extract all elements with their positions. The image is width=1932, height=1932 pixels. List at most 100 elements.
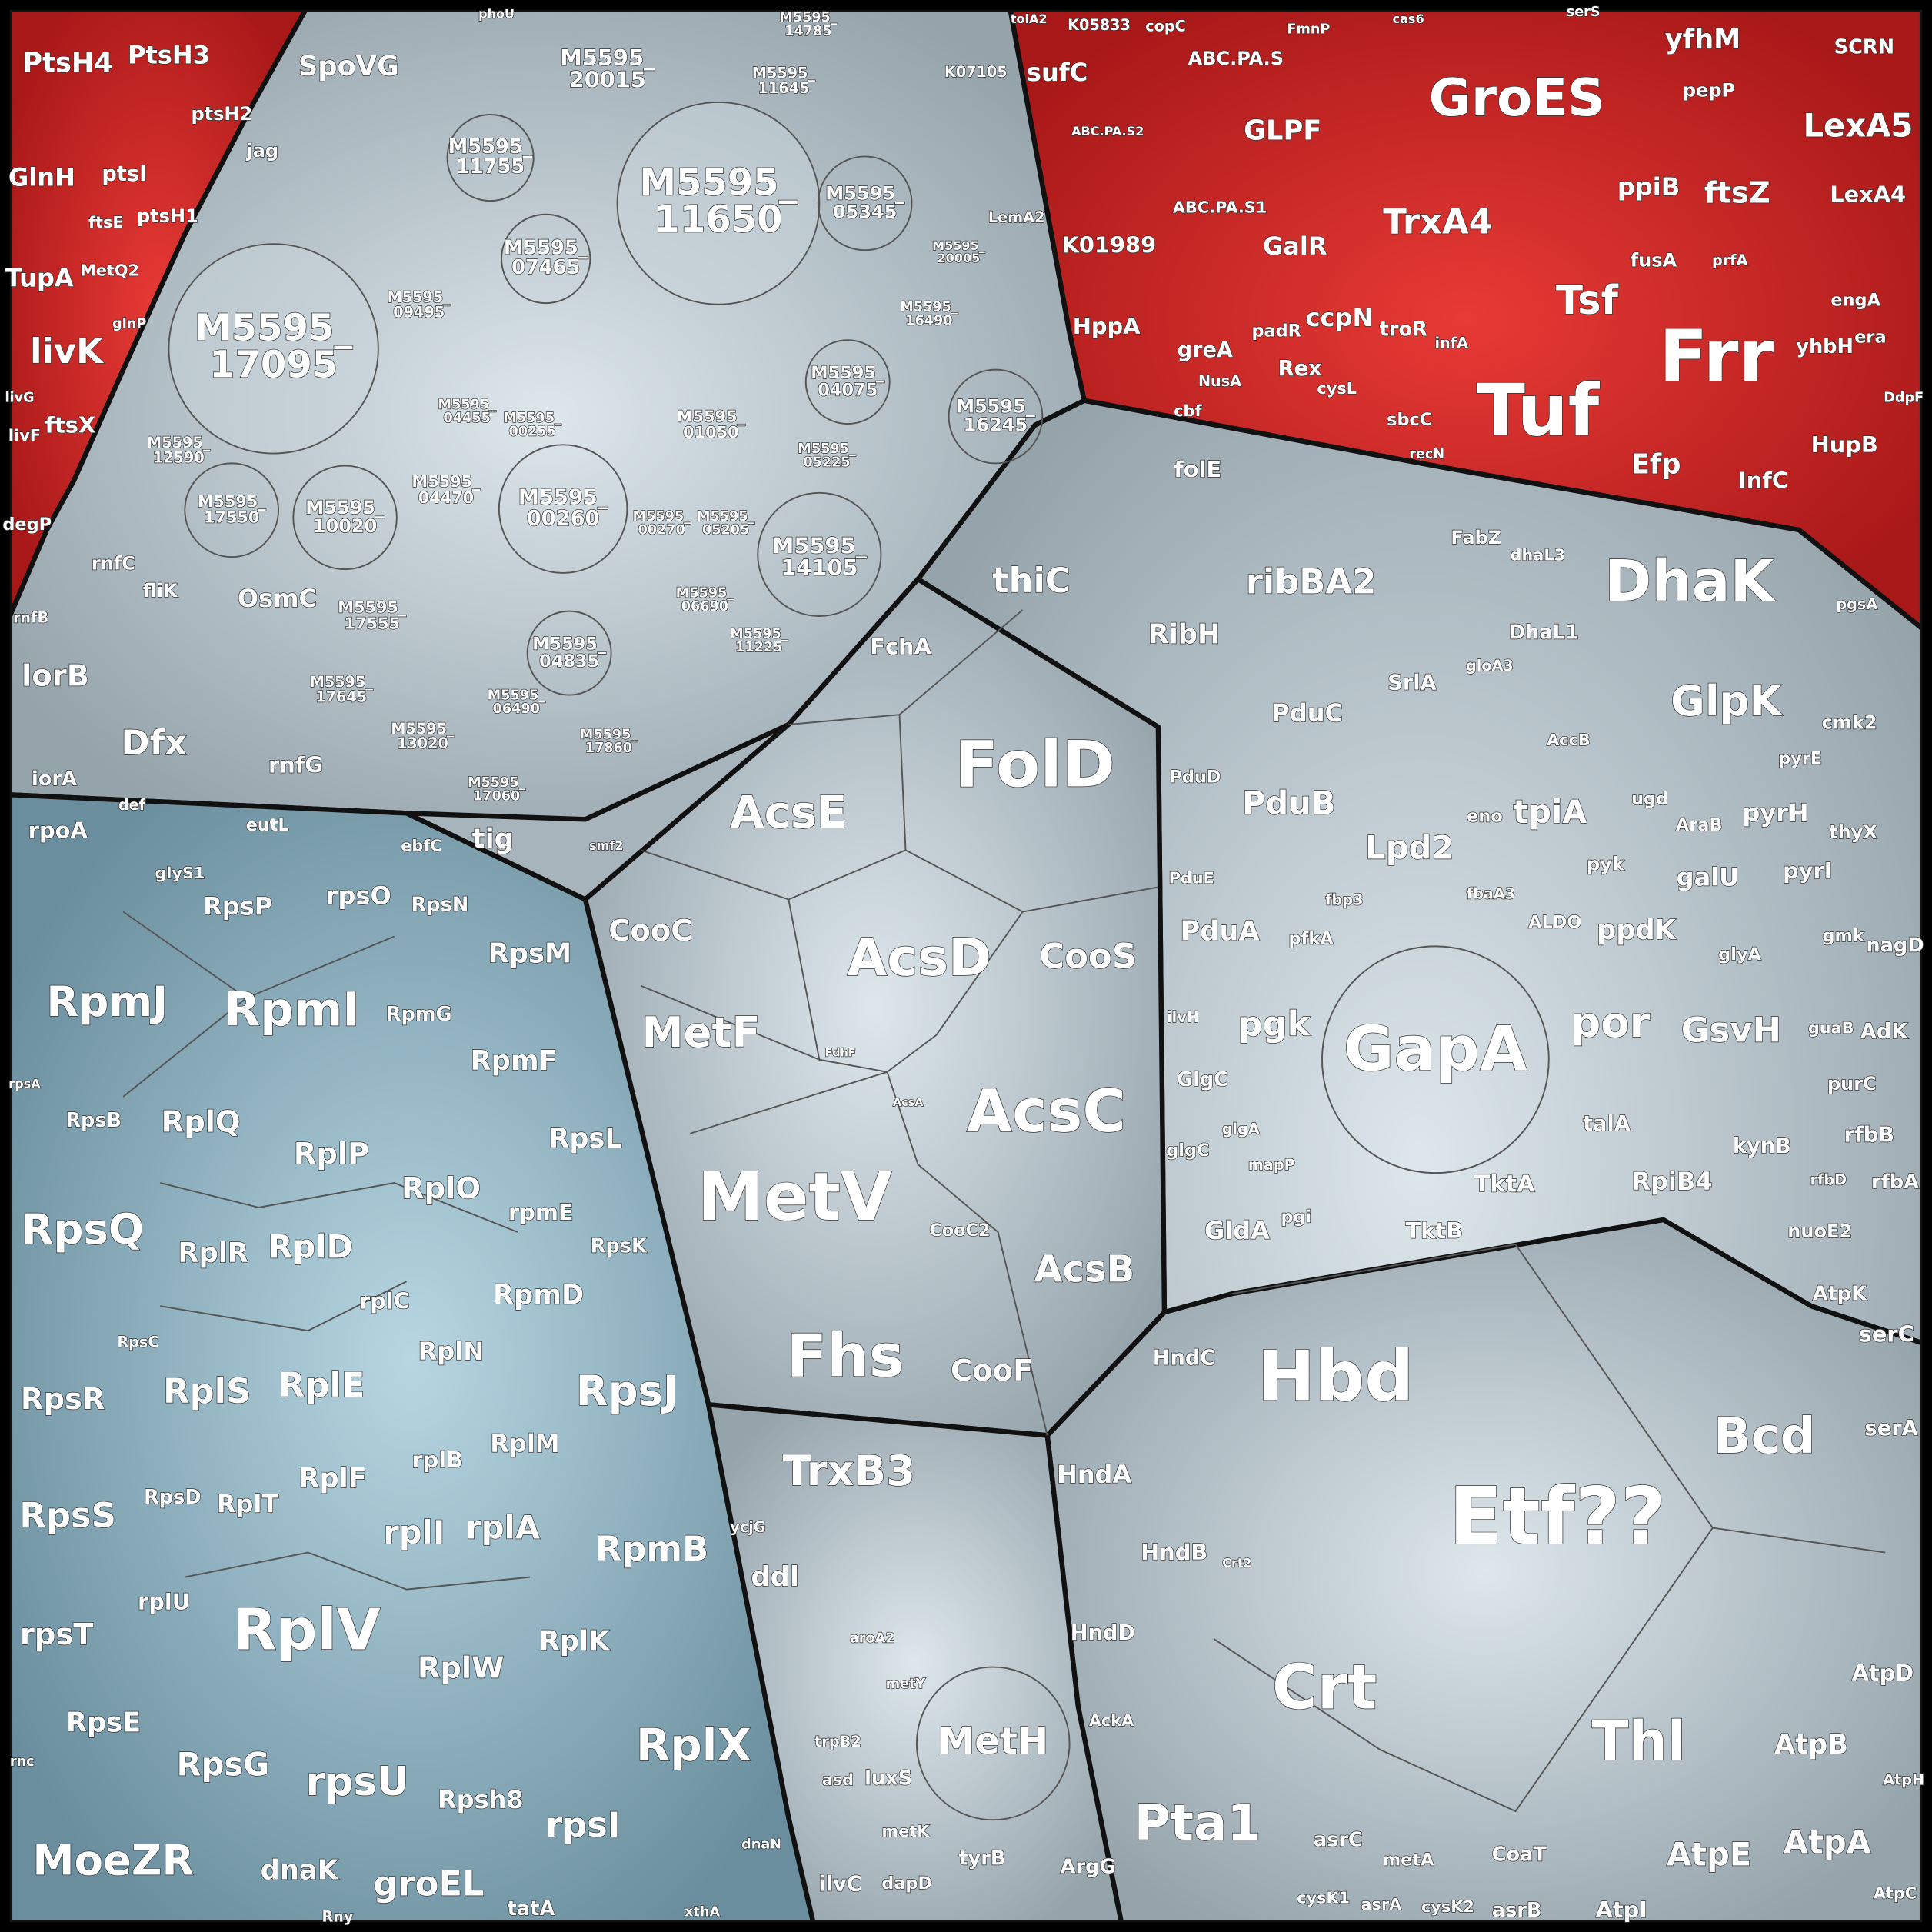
cell-label: MetQ2 — [80, 261, 139, 279]
cell-label: livG — [5, 390, 35, 405]
cell-label: 06690 — [681, 599, 728, 615]
cell-label: CooC2 — [929, 1221, 990, 1241]
cell-label: 12590 — [153, 448, 205, 466]
cell-label: M5595_ — [956, 395, 1036, 417]
cell-label: copC — [1145, 18, 1185, 35]
cell-label: 00255 — [508, 425, 555, 440]
cell-label: M5595_ — [195, 306, 354, 349]
cell-label: RplM — [490, 1429, 559, 1458]
cell-label: rpsU — [306, 1759, 409, 1805]
cell-label: fusA — [1631, 250, 1677, 271]
cell-label: iorA — [32, 768, 77, 791]
cell-label: rpoA — [28, 817, 88, 843]
cell-label: asd — [822, 1770, 854, 1789]
cell-label: tatA — [508, 1897, 555, 1920]
cell-label: Hbd — [1257, 1337, 1414, 1417]
cell-label: rfbA — [1871, 1171, 1919, 1194]
cell-label: serS — [1567, 5, 1601, 20]
cell-label: M5595_ — [503, 411, 561, 426]
cell-label: PtsH4 — [22, 47, 113, 78]
cell-label: 00270 — [638, 523, 685, 538]
cell-label: sufC — [1027, 58, 1088, 87]
cell-label: RpsE — [66, 1707, 141, 1738]
cell-label: 11645 — [758, 79, 809, 97]
cell-label: K01989 — [1062, 232, 1157, 258]
cell-label: fliK — [143, 580, 178, 601]
cell-label: gmk — [1823, 926, 1865, 946]
cell-label: 04075 — [818, 380, 878, 400]
cell-label: SrlA — [1387, 671, 1436, 695]
cell-label: M5595_ — [388, 288, 451, 306]
cell-label: trpB2 — [814, 1733, 861, 1750]
cell-label: Rny — [321, 1907, 353, 1925]
cell-label: M5595_ — [580, 728, 638, 743]
cell-label: cbf — [1174, 401, 1202, 420]
cell-label: PduC — [1271, 698, 1343, 728]
cell-label: Bcd — [1714, 1408, 1816, 1465]
cell-label: 13020 — [397, 734, 448, 752]
cell-label: rplU — [138, 1588, 190, 1614]
cell-label: M5595_ — [468, 775, 526, 791]
cell-label: tolA2 — [1011, 12, 1048, 26]
cell-label: M5595_ — [772, 532, 868, 558]
cell-label: aroA2 — [850, 1631, 895, 1647]
cell-label: M5595_ — [676, 585, 734, 601]
cell-label: 11755 — [456, 155, 525, 178]
cell-label: ycjG — [730, 1518, 765, 1536]
cell-label: rpsT — [20, 1617, 94, 1652]
cell-label: lorB — [22, 659, 89, 694]
cell-label: AtpI — [1596, 1897, 1647, 1923]
cell-label: rnc — [10, 1754, 35, 1770]
cell-label: 14105 — [781, 555, 858, 581]
cell-label: AtpH — [1883, 1770, 1924, 1788]
cell-label: ilvC — [818, 1873, 861, 1897]
cell-label: HndD — [1071, 1621, 1135, 1645]
cell-label: fbp3 — [1325, 891, 1363, 909]
cell-label: RplP — [294, 1137, 369, 1171]
cell-label: ABC.PA.S — [1188, 48, 1284, 69]
cell-label: FchA — [870, 634, 931, 660]
cell-label: FolD — [954, 728, 1114, 802]
cell-label: RpsC — [117, 1334, 158, 1351]
cell-label: pgsA — [1836, 595, 1877, 613]
cell-label: ilvH — [1167, 1008, 1199, 1026]
cell-label: RpmD — [493, 1279, 584, 1311]
cell-label: rnfB — [13, 609, 48, 627]
cell-label: M5595_ — [518, 486, 608, 510]
cell-label: GalR — [1263, 232, 1327, 261]
cell-label: 05225 — [803, 455, 850, 471]
cell-label: M5595_ — [305, 497, 385, 518]
cell-label: eno — [1467, 807, 1503, 827]
cell-label: AckA — [1089, 1711, 1134, 1730]
cell-label: RpsN — [411, 894, 469, 917]
cell-label: MetF — [641, 1008, 760, 1057]
cell-label: engA — [1830, 290, 1880, 310]
cell-label: 20015 — [569, 67, 646, 93]
cell-label: rplI — [383, 1514, 445, 1551]
cell-label: AtpB — [1774, 1729, 1848, 1760]
cell-label: ccpN — [1306, 303, 1374, 332]
cell-label: RplD — [268, 1227, 353, 1265]
cell-label: RpsG — [177, 1745, 270, 1783]
cell-label: M5595_ — [677, 407, 746, 425]
cell-label: ppiB — [1617, 172, 1680, 202]
cell-label: SCRN — [1834, 35, 1894, 58]
cell-label: metK — [882, 1822, 931, 1840]
cell-label: thiC — [992, 560, 1071, 601]
cell-label: ftsZ — [1704, 176, 1770, 211]
cell-label: 17860 — [585, 741, 632, 756]
cell-label: cysK1 — [1297, 1889, 1350, 1907]
cell-label: M5595_ — [310, 673, 374, 691]
cell-label: MetH — [938, 1720, 1048, 1763]
cell-label: AcsE — [730, 786, 848, 838]
cell-outlines — [122, 102, 1886, 1821]
cell-label: yfhM — [1665, 24, 1740, 55]
cell-label: M5595_ — [338, 598, 407, 617]
cell-label: rfbD — [1810, 1171, 1847, 1188]
cell-label: eutL — [246, 815, 289, 835]
cell-label: dhaL3 — [1511, 546, 1566, 565]
cell-label: HppA — [1073, 313, 1141, 339]
cell-label: folE — [1174, 456, 1221, 482]
cell-label: CooS — [1039, 935, 1137, 976]
cell-label: metA — [1383, 1850, 1434, 1870]
